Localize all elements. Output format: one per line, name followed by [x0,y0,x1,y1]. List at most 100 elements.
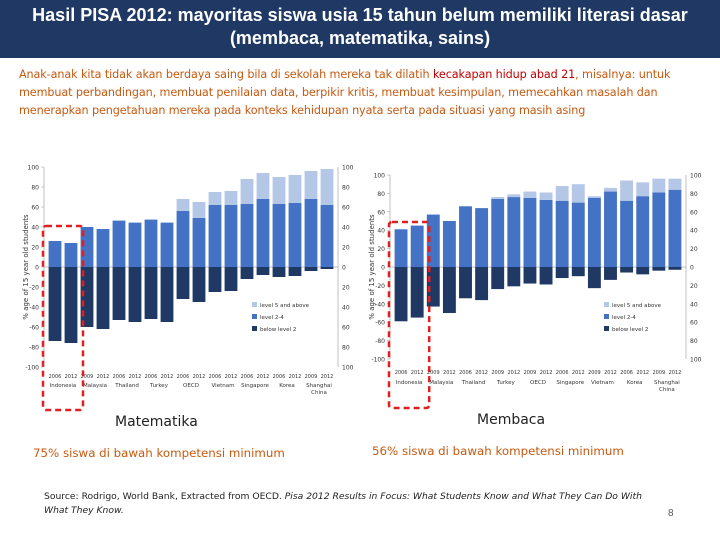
year-label: 2009 [524,370,537,376]
y-tick-label: -80 [375,338,385,345]
year-label: 2012 [443,370,456,376]
y-tick-label-right: 20 [690,283,698,290]
bar-below-level-2 [668,267,682,270]
y-tick-label: 100 [28,165,40,172]
bar-level-2-4 [288,203,302,267]
legend-label: level 5 and above [612,303,662,309]
year-label: 2006 [49,374,62,380]
year-label: 2012 [97,374,110,380]
bar-below-level-2 [475,267,489,301]
year-label: 2006 [620,370,633,376]
y-tick-label: 0 [35,265,39,272]
year-label: 2012 [507,370,520,376]
bar-below-level-2 [571,267,585,277]
bar-below-level-2 [304,267,318,271]
bar-level-5-above [320,169,334,205]
legend-label: level 2-4 [260,315,284,321]
bar-below-level-2 [652,267,666,271]
y-tick-label: 20 [31,245,39,252]
group-label: China [311,390,327,396]
slide-title: Hasil PISA 2012: mayoritas siswa usia 15… [32,5,688,48]
legend-swatch [604,326,609,331]
bar-below-level-2 [64,267,78,343]
bar-below-level-2 [587,267,601,289]
reading-percent-caption: 56% siswa di bawah kompetensi minimum [372,444,624,458]
intro-text-2: , misalnya: untuk membuat perbandingan, … [19,68,671,117]
year-label: 2012 [321,374,334,380]
bar-below-level-2 [523,267,537,284]
bar-level-2-4 [620,200,634,267]
bar-below-level-2 [320,267,334,269]
y-tick-label-right: 20 [342,245,350,252]
bar-level-5-above [128,222,142,223]
bar-below-level-2 [96,267,110,329]
bar-below-level-2 [442,267,456,313]
bar-level-2-4 [272,204,286,267]
y-tick-label-right: 0 [342,265,346,272]
year-label: 2009 [305,374,318,380]
bar-level-5-above [288,175,302,203]
source-prefix: Source: Rodrigo, World Bank, Extracted f… [44,491,285,502]
legend-label: level 2-4 [612,315,636,321]
year-label: 2006 [241,374,254,380]
year-label: 2012 [604,370,617,376]
bar-level-2-4 [128,223,142,267]
bar-level-2-4 [410,225,424,267]
year-label: 2012 [161,374,174,380]
bar-level-2-4 [523,198,537,267]
group-label: Shanghai [654,380,680,386]
reading-caption: Membaca [477,412,546,428]
source-note: Source: Rodrigo, World Bank, Extracted f… [44,490,664,518]
group-label: Thailand [461,380,486,386]
bar-level-2-4 [304,199,318,267]
bar-level-5-above [604,187,617,192]
bar-level-2-4 [320,205,334,267]
bar-level-5-above [112,220,126,221]
y-tick-label-right: 40 [690,228,698,235]
year-label: 2012 [225,374,238,380]
y-tick-label: 80 [31,185,39,192]
y-tick-label: -40 [29,305,39,312]
year-label: 2012 [65,374,78,380]
reading-chart: % age of 15 year old students -100 100 -80 8… [368,173,702,410]
bar-below-level-2 [112,267,126,320]
y-tick-label-right: 60 [690,209,698,216]
bar-level-2-4 [96,229,110,267]
bar-level-2-4 [587,198,601,267]
y-tick-label-right: 80 [690,191,698,198]
year-label: 2012 [289,374,302,380]
bar-below-level-2 [176,267,190,299]
bar-below-level-2 [459,267,472,299]
bar-level-5-above [491,197,505,199]
y-tick-label-right: 40 [342,225,350,232]
bar-level-5-above [192,202,206,218]
y-axis-label: % age of 15 year old students [22,214,30,320]
bar-level-2-4 [208,205,222,267]
year-label: 2012 [636,370,649,376]
bar-below-level-2 [192,267,206,302]
year-label: 2012 [572,370,585,376]
y-tick-label-right: 20 [342,285,350,292]
y-tick-label: 100 [374,173,386,180]
bar-level-5-above [652,178,666,193]
bar-level-2-4 [636,196,650,267]
year-label: 2006 [556,370,569,376]
year-label: 2009 [81,374,94,380]
bar-level-5-above [144,219,158,220]
page-number: 8 [668,508,674,519]
year-label: 2012 [411,370,424,376]
year-label: 2012 [540,370,553,376]
legend-label: below level 2 [260,327,296,333]
y-tick-label-right: 60 [342,325,350,332]
bar-level-2-4 [64,243,78,267]
legend-swatch [604,314,609,319]
group-label: OECD [183,383,199,389]
bar-level-2-4 [507,197,521,267]
group-label: Turkey [149,383,169,389]
intro-paragraph: Anak-anak kita tidak akan berdaya saing … [19,66,704,120]
year-label: 2009 [588,370,601,376]
legend-swatch [252,326,257,331]
group-label: Malaysia [83,383,107,389]
bar-level-2-4 [112,221,126,267]
intro-highlight: kecakapan hidup abad 21 [432,68,576,81]
